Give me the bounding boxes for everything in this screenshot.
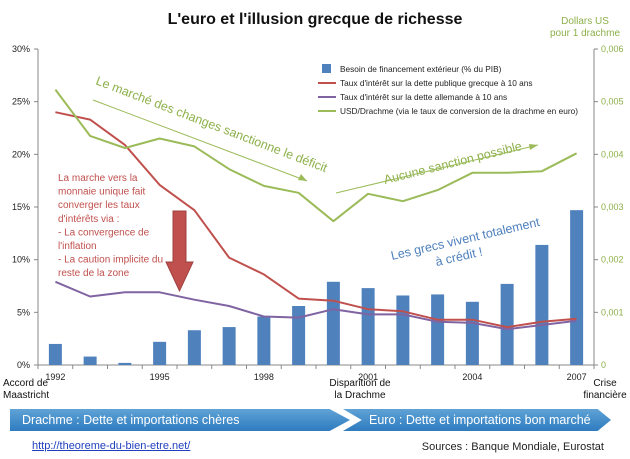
- annotation-changes-arrow: [92, 99, 308, 182]
- label-maastricht: Accord de Maastricht: [3, 378, 49, 401]
- bar-2002: [396, 295, 410, 365]
- x-tick-label: 2001: [358, 372, 378, 382]
- legend-swatch-0: [322, 64, 331, 73]
- annotation-no-sanction: Aucune sanction possible: [382, 139, 523, 187]
- annotation-convergence: La marche vers la monnaie unique fait conv…: [58, 173, 163, 279]
- bar-1995: [153, 341, 167, 365]
- bar-1992: [48, 343, 62, 365]
- y-right-tick-label: 0,005: [601, 97, 624, 107]
- series-line-1: [55, 111, 577, 329]
- bar-2004: [465, 301, 479, 365]
- y-right-tick-label: 0,004: [601, 149, 624, 159]
- x-tick-label: 1998: [254, 372, 274, 382]
- series-line-3: [54, 89, 578, 223]
- bar-2005: [500, 283, 514, 365]
- bar-2006: [535, 244, 549, 365]
- annotation-changes: Le marché des changes sanctionne le défi…: [94, 74, 330, 176]
- x-tick-label: 1995: [150, 372, 170, 382]
- down-arrow-icon: [165, 210, 194, 293]
- y-right-tick-label: 0,006: [601, 44, 624, 54]
- label-disparition-drachme: Disparition de la Drachme: [329, 378, 391, 401]
- right-axis-title: Dollars US pour 1 drachme: [550, 16, 620, 39]
- y-left-tick-label: 0%: [17, 360, 30, 370]
- bar-2000: [326, 281, 340, 365]
- y-right-tick-label: 0,002: [601, 255, 624, 265]
- bar-2001: [361, 288, 375, 365]
- annotation-credit-text: Les grecs vivent totalementà crédit !: [390, 215, 546, 279]
- y-left-tick-label: 25%: [12, 97, 30, 107]
- annotation-no-sanction-arrowhead: [529, 144, 538, 150]
- annotation-credit: Les grecs vivent totalementà crédit !: [390, 215, 546, 279]
- y-left-tick-label: 10%: [12, 255, 30, 265]
- label-crise-financiere: Crise financière: [583, 378, 627, 401]
- bar-1999: [292, 306, 306, 365]
- y-right-tick-label: 0,003: [601, 202, 624, 212]
- drachme-period-banner: Drachme : Dette et importations chères: [10, 409, 350, 431]
- bar-1998: [257, 316, 271, 365]
- legend-label-1: Taux d'intérêt sur la dette publique gre…: [340, 78, 533, 88]
- y-left-tick-label: 15%: [12, 202, 30, 212]
- y-right-tick-label: 0,001: [601, 307, 624, 317]
- euro-period-banner: Euro : Dette et importations bon marché: [343, 409, 611, 431]
- source-link[interactable]: http://theoreme-du-bien-etre.net/: [32, 440, 191, 452]
- x-tick-label: 2004: [462, 372, 482, 382]
- bar-1997: [222, 327, 236, 365]
- legend-label-3: USD/Drachme (via le taux de conversion d…: [340, 106, 578, 116]
- series-line-2: [55, 280, 577, 331]
- legend-label-2: Taux d'intérêt sur la dette allemande à …: [340, 92, 507, 102]
- y-left-tick-label: 5%: [17, 307, 30, 317]
- chart-title: L'euro et l'illusion grecque de richesse: [168, 11, 463, 28]
- bar-1993: [83, 356, 97, 365]
- sources-note: Sources : Banque Mondiale, Eurostat: [421, 441, 604, 453]
- bar-1994: [118, 362, 132, 365]
- legend-label-0: Besoin de financement extérieur (% du PI…: [340, 64, 502, 74]
- bar-2003: [431, 294, 445, 365]
- y-left-tick-label: 20%: [12, 149, 30, 159]
- y-right-tick-label: 0: [601, 360, 606, 370]
- annotation-changes-arrowhead: [298, 174, 307, 181]
- x-tick-label: 1992: [45, 372, 65, 382]
- x-tick-label: 2007: [567, 372, 587, 382]
- annotation-no-sanction-text: Aucune sanction possible: [382, 139, 523, 187]
- bar-1996: [187, 330, 201, 365]
- y-left-tick-label: 30%: [12, 44, 30, 54]
- bar-2007: [570, 210, 584, 365]
- annotation-changes-text: Le marché des changes sanctionne le défi…: [94, 74, 330, 176]
- annotation-no-sanction-arrow: [335, 144, 539, 194]
